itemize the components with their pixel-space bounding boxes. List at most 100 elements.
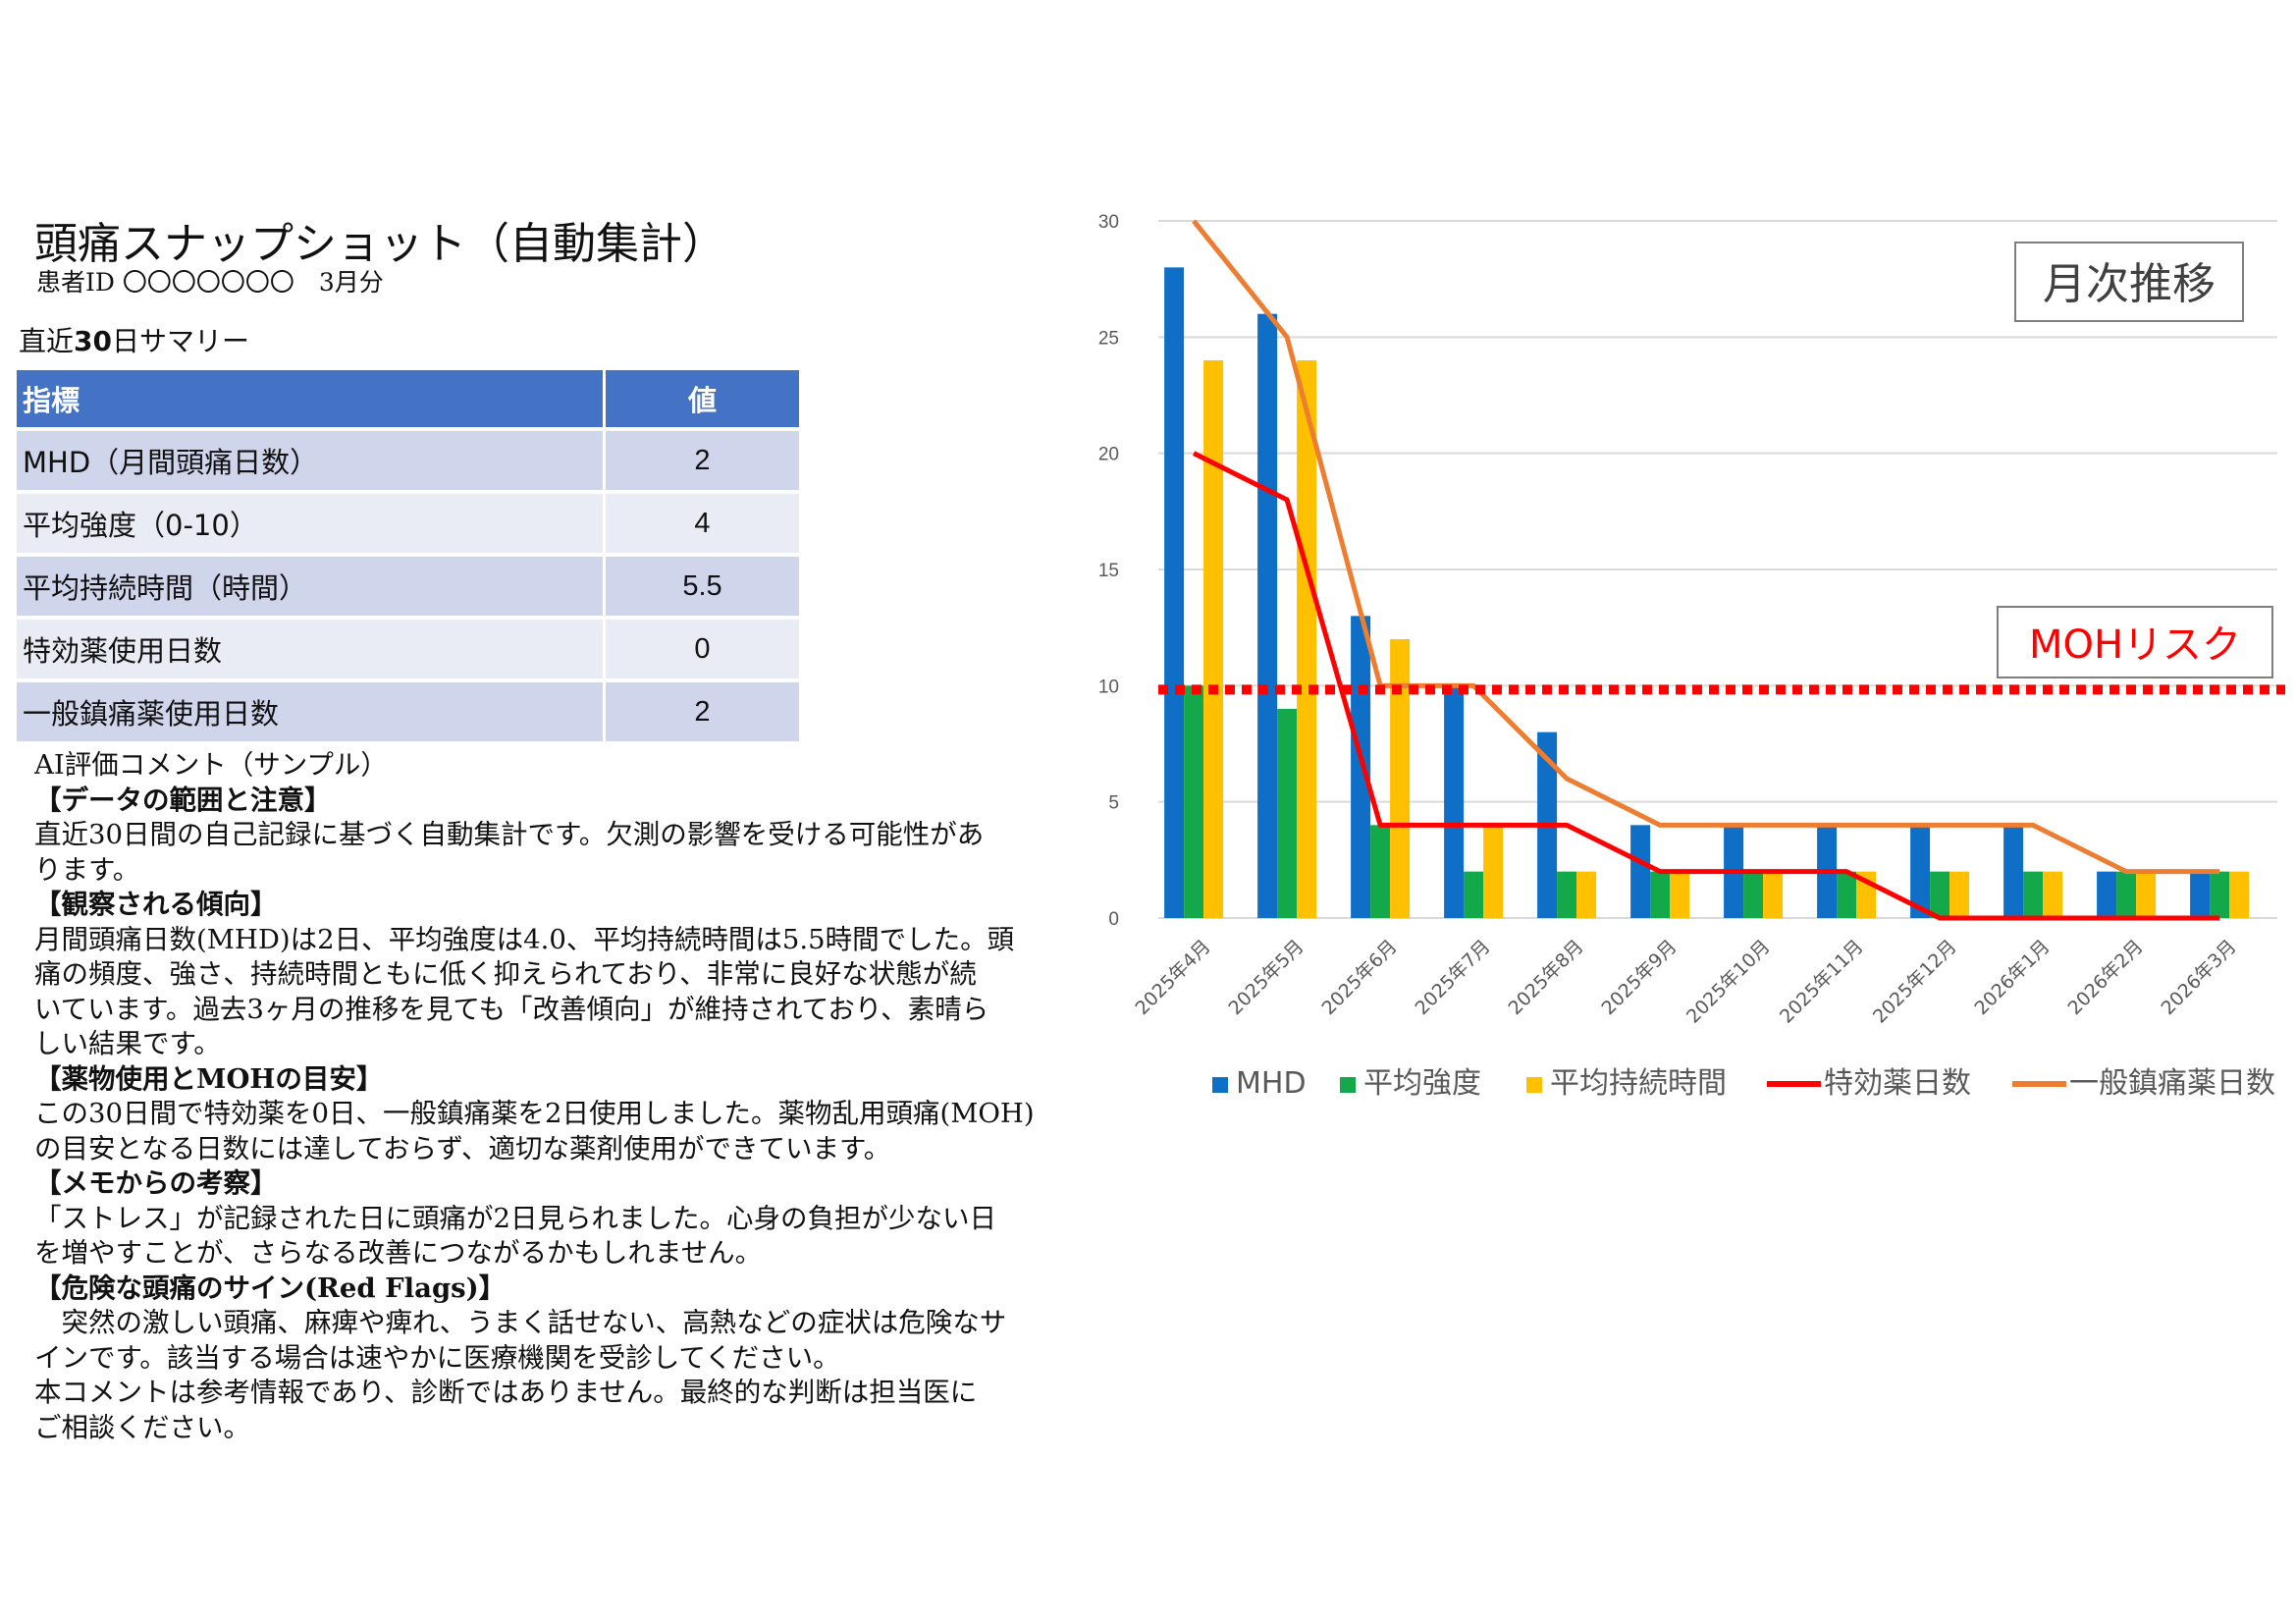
legend-label: MHD — [1236, 1066, 1307, 1101]
comment-line: 「ストレス」が記録された日に頭痛が2日見られました。心身の負担が少ない日 — [34, 1202, 996, 1234]
table-header-row: 指標 値 — [17, 370, 799, 427]
bar-mhd — [1164, 267, 1185, 918]
y-tick-label: 10 — [1098, 677, 1119, 697]
monthly-trend-chart: 0 5 10 15 20 25 30 2025年4月 2025年5月 2025年6月 2025年7月… — [1098, 212, 2285, 1101]
metric-cell: 平均強度（0-10） — [17, 494, 603, 553]
chart-title: 月次推移 — [2043, 259, 2216, 309]
comment-section-heading: 【観察される傾向】 — [34, 889, 278, 920]
bar-intensity — [1370, 825, 1391, 918]
bar-duration — [2136, 871, 2157, 918]
y-tick-label: 30 — [1098, 212, 1119, 233]
col-value-header: 値 — [603, 370, 799, 427]
metric-cell: 平均持続時間（時間） — [17, 557, 603, 616]
table-row: 特効薬使用日数 0 — [17, 620, 799, 678]
comment-line: 突然の激しい頭痛、麻痺や痺れ、うまく話せない、高熱などの症状は危険なサ — [34, 1307, 1007, 1338]
comment-title: AI評価コメント（サンプル） — [34, 749, 388, 781]
comment-line: いています。過去3ヶ月の推移を見ても「改善傾向」が維持されており、素晴ら — [34, 993, 989, 1025]
comment-line: しい結果です。 — [34, 1028, 221, 1059]
comment-section-heading: 【薬物使用とMOHの目安】 — [34, 1062, 384, 1095]
bar-duration — [1763, 871, 1784, 918]
comment-line: インです。該当する場合は速やかに医療機関を受診してください。 — [34, 1341, 840, 1374]
comment-line: 本コメントは参考情報であり、診断ではありません。最終的な判断は担当医に — [34, 1377, 978, 1408]
x-tick-label: 2026年2月 — [2063, 936, 2147, 1019]
bar-intensity — [1464, 871, 1484, 918]
comment-section-heading: 【データの範囲と注意】 — [34, 784, 332, 816]
comment-line: 痛の頻度、強さ、持続時間ともに低く抑えられており、非常に良好な状態が続 — [34, 958, 977, 990]
bar-duration — [1670, 871, 1690, 918]
bar-duration — [2229, 871, 2250, 918]
legend-swatch — [1340, 1077, 1356, 1093]
line-special-med-days — [1192, 451, 2220, 921]
table-row: 平均強度（0-10） 4 — [17, 494, 799, 553]
x-tick-label: 2025年5月 — [1224, 936, 1308, 1019]
bar-intensity — [1837, 871, 1857, 918]
x-tick-label: 2025年12月 — [1869, 936, 1961, 1028]
summary-label-post: 日サマリー — [111, 325, 249, 357]
bar-mhd — [1444, 685, 1465, 918]
moh-risk-label: MOHリスク — [2029, 623, 2241, 668]
bar-mhd — [2003, 825, 2024, 918]
x-tick-label: 2025年10月 — [1682, 936, 1775, 1028]
col-metric-header: 指標 — [17, 370, 603, 427]
bar-duration — [1390, 639, 1411, 918]
comment-line: 直近30日間の自己記録に基づく自動集計です。欠測の影響を受ける可能性があ — [34, 819, 985, 850]
x-tick-label: 2026年3月 — [2157, 936, 2240, 1019]
summary-label-pre: 直近 — [19, 325, 75, 357]
bar-intensity — [1277, 709, 1298, 918]
table-row: 平均持続時間（時間） 5.5 — [17, 557, 799, 616]
y-tick-label: 15 — [1098, 561, 1119, 581]
x-tick-label: 2025年9月 — [1597, 936, 1681, 1019]
bar-intensity — [1557, 871, 1577, 918]
x-tick-label: 2026年1月 — [1970, 936, 2054, 1019]
bar-intensity — [2116, 871, 2137, 918]
x-tick-label: 2025年11月 — [1776, 936, 1868, 1028]
bar-intensity — [1650, 871, 1671, 918]
legend-label: 特効薬日数 — [1824, 1066, 1971, 1101]
bar-duration — [1297, 360, 1317, 918]
bar-mhd — [1257, 313, 1278, 919]
summary-table: 指標 値 MHD（月間頭痛日数） 2 平均強度（0-10） 4 平均持続時間（時… — [17, 366, 799, 745]
x-tick-label: 2025年4月 — [1131, 936, 1214, 1019]
comment-section-heading: 【危険な頭痛のサイン(Red Flags)】 — [34, 1272, 507, 1304]
bar-duration — [1483, 825, 1504, 918]
line-general-analgesic-days — [1192, 219, 2220, 875]
bar-intensity — [2023, 871, 2044, 918]
bar-mhd — [2097, 871, 2117, 918]
metric-cell: 一般鎮痛薬使用日数 — [17, 682, 603, 741]
value-cell: 0 — [603, 620, 799, 678]
y-tick-label: 25 — [1098, 328, 1119, 349]
value-cell: 2 — [603, 431, 799, 490]
bar-duration — [2043, 871, 2063, 918]
y-tick-label: 5 — [1108, 793, 1119, 814]
bar-mhd — [1910, 825, 1931, 918]
comment-line: ご相談ください。 — [34, 1411, 250, 1443]
table-row: MHD（月間頭痛日数） 2 — [17, 431, 799, 490]
value-cell: 5.5 — [603, 557, 799, 616]
comment-line: 月間頭痛日数(MHD)は2日、平均強度は4.0、平均持続時間は5.5時間でした。… — [34, 923, 1015, 955]
bar-intensity — [1930, 871, 1950, 918]
patient-line: 患者ID 〇〇〇〇〇〇〇 3月分 — [36, 268, 384, 297]
comment-line: ります。 — [34, 853, 140, 886]
bar-duration — [1576, 871, 1597, 918]
x-tick-label: 2025年6月 — [1317, 936, 1401, 1019]
bar-duration — [1203, 360, 1224, 918]
legend-label: 平均持続時間 — [1550, 1066, 1727, 1101]
legend-swatch — [1526, 1077, 1542, 1093]
x-tick-label: 2025年7月 — [1411, 936, 1494, 1019]
table-row: 一般鎮痛薬使用日数 2 — [17, 682, 799, 741]
ai-comment: AI評価コメント（サンプル） 【データの範囲と注意】 直近30日間の自己記録に基… — [34, 748, 1065, 1445]
bar-intensity — [1743, 871, 1764, 918]
comment-line: を増やすことが、さらなる改善につながるかもしれません。 — [34, 1237, 763, 1269]
bar-intensity — [2210, 871, 2230, 918]
chart-title-box — [2014, 242, 2244, 322]
summary-label-num: 30 — [74, 325, 112, 357]
moh-risk-box — [1997, 606, 2273, 678]
bar-mhd — [1630, 825, 1651, 918]
metric-cell: MHD（月間頭痛日数） — [17, 431, 603, 490]
bar-intensity — [1184, 685, 1204, 918]
legend-swatch — [1212, 1077, 1228, 1093]
y-tick-label: 0 — [1108, 909, 1119, 930]
value-cell: 2 — [603, 682, 799, 741]
x-tick-label: 2025年8月 — [1504, 936, 1587, 1019]
bar-duration — [1949, 871, 1970, 918]
